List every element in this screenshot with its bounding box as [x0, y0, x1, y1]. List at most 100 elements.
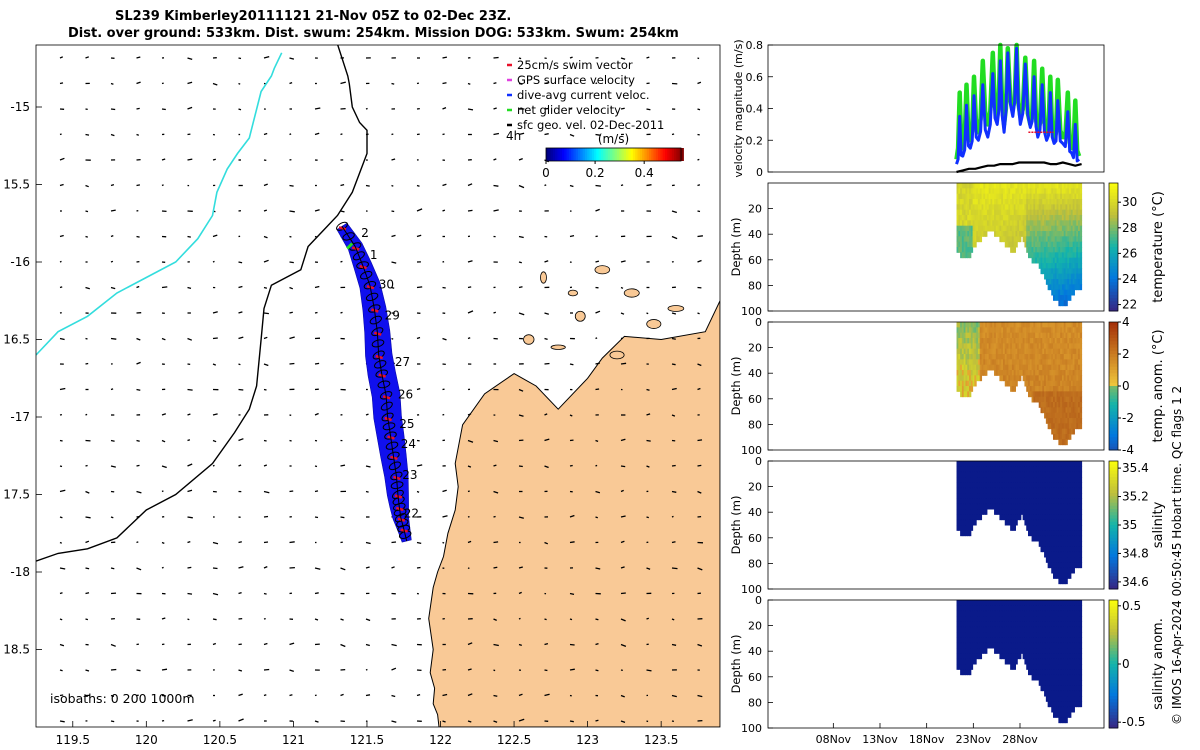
salinity-anomaly-cell [1028, 664, 1031, 670]
salinity-cell [1001, 477, 1004, 483]
salinity-anomaly-cell [988, 626, 991, 633]
temperature-cell [1061, 188, 1065, 195]
geo-vel-arrow [340, 464, 346, 467]
salinity-cell [995, 482, 999, 489]
temperature-anomaly-cell [965, 391, 968, 398]
geo-vel-arrow [544, 133, 549, 136]
salinity-cell [1028, 498, 1031, 505]
temperature-anomaly-cell [961, 364, 965, 371]
salinity-cell [1038, 519, 1042, 526]
salinity-anomaly-cell [1024, 610, 1027, 617]
salinity-cell [1051, 535, 1054, 542]
temperature-anomaly-cell [1031, 338, 1034, 344]
temperature-cell [1076, 241, 1079, 248]
salinity-cell [1063, 551, 1067, 558]
geo-vel-arrow [59, 720, 65, 723]
salinity-cell [1069, 466, 1072, 473]
salinity-cell [1015, 509, 1018, 515]
temperature-anomaly-cell [963, 332, 966, 339]
salinity-anomaly-cell [965, 621, 968, 628]
temperature-cell [1011, 199, 1015, 205]
temperature-anomaly-ytick-label: 100 [741, 444, 762, 457]
salinity-anomaly-cell [965, 632, 968, 638]
temperature-cell [961, 252, 965, 259]
temperature-cell [1019, 225, 1022, 232]
temperature-anomaly-cell [1020, 364, 1024, 371]
temperature-anomaly-cell [969, 327, 972, 334]
temperature-anomaly-cell [1008, 338, 1011, 344]
salinity-cell [961, 482, 965, 489]
temperature-anomaly-cell [1061, 338, 1065, 344]
geo-vel-arrow [187, 463, 193, 467]
temperature-cell [1054, 279, 1058, 285]
geo-vel-arrow [697, 259, 702, 263]
temperature-anomaly-cell [1061, 386, 1065, 392]
temperature-anomaly-cell [994, 332, 997, 339]
temperature-anomaly-cell [1022, 338, 1025, 344]
salinity-anomaly-cell [1036, 600, 1040, 606]
salinity-anomaly-cell [1044, 626, 1047, 633]
salinity-anomaly-cell [983, 642, 986, 649]
salinity-cell [1020, 466, 1024, 473]
geo-vel-arrow [493, 311, 496, 314]
salinity-cell [1040, 461, 1043, 467]
temperature-cell [1065, 268, 1068, 275]
salinity-anomaly-cell [997, 621, 1000, 628]
temperature-anomaly-cell [1011, 354, 1015, 360]
temperature-cell [1070, 241, 1074, 248]
salinity-anomaly-cell [1008, 610, 1011, 617]
temperature-anomaly-cell [1008, 375, 1011, 382]
geo-vel-arrow [595, 82, 598, 85]
temperature-cell [1004, 220, 1008, 227]
temperature-cbar-cell [1109, 282, 1118, 286]
temperature-anomaly-cell [999, 370, 1002, 376]
temperature-anomaly-cell [1040, 338, 1043, 344]
temperature-anomaly-cell [1019, 359, 1022, 366]
salinity-cell [1074, 519, 1077, 526]
geo-vel-arrow [263, 490, 270, 494]
temperature-anomaly-cell [1002, 375, 1006, 382]
temperature-anomaly-cell [1054, 380, 1058, 387]
temperature-anomaly-cell [1053, 338, 1056, 344]
salinity-cell [1051, 557, 1054, 563]
temperature-anomaly-cell [960, 370, 963, 376]
salinity-cell [981, 487, 984, 494]
salinity-cell [1058, 498, 1061, 505]
temperature-anomaly-cell [974, 343, 977, 350]
temperature-cell [961, 220, 965, 227]
temperature-anomaly-cell [974, 370, 977, 376]
salinity-cell [988, 466, 991, 473]
salinity-cell [1069, 482, 1072, 489]
salinity-cell [1024, 493, 1027, 499]
geo-vel-arrow [136, 56, 141, 59]
salinity-anomaly-cell [958, 616, 961, 622]
temperature-cell [1038, 215, 1042, 221]
geo-vel-arrow [263, 592, 267, 595]
salinity-cell [970, 514, 974, 521]
temperature-cell [1029, 215, 1033, 221]
geo-vel-arrow [110, 465, 116, 468]
salinity-anomaly-cell [1019, 653, 1022, 660]
salinity-cell [1042, 514, 1045, 521]
temperature-anomaly-cell [1017, 343, 1020, 350]
temperature-anomaly-cell [1076, 343, 1079, 350]
temperature-anomaly-cell [965, 354, 968, 360]
salinity-cell [960, 503, 963, 510]
temperature-cell [1058, 241, 1061, 248]
salinity-cell [997, 482, 1000, 489]
temperature-cell [1063, 300, 1067, 307]
salinity-cell [958, 525, 961, 531]
salinity-anomaly-cell [986, 637, 990, 644]
salinity-anomaly-cell [1035, 653, 1038, 660]
temperature-anomaly-cbar-cell [1109, 405, 1118, 409]
salinity-cell [1033, 466, 1036, 473]
temperature-anomaly-cell [1019, 343, 1022, 350]
salinity-cell [985, 503, 988, 510]
colorbar-cell [630, 148, 634, 161]
temperature-anomaly-cell [1040, 391, 1043, 398]
salinity-cell [956, 519, 959, 526]
salinity-cbar-cell [1109, 566, 1118, 571]
temperature-anomaly-cell [985, 332, 988, 339]
temperature-cell [1006, 215, 1009, 221]
salinity-cell [1056, 482, 1059, 489]
